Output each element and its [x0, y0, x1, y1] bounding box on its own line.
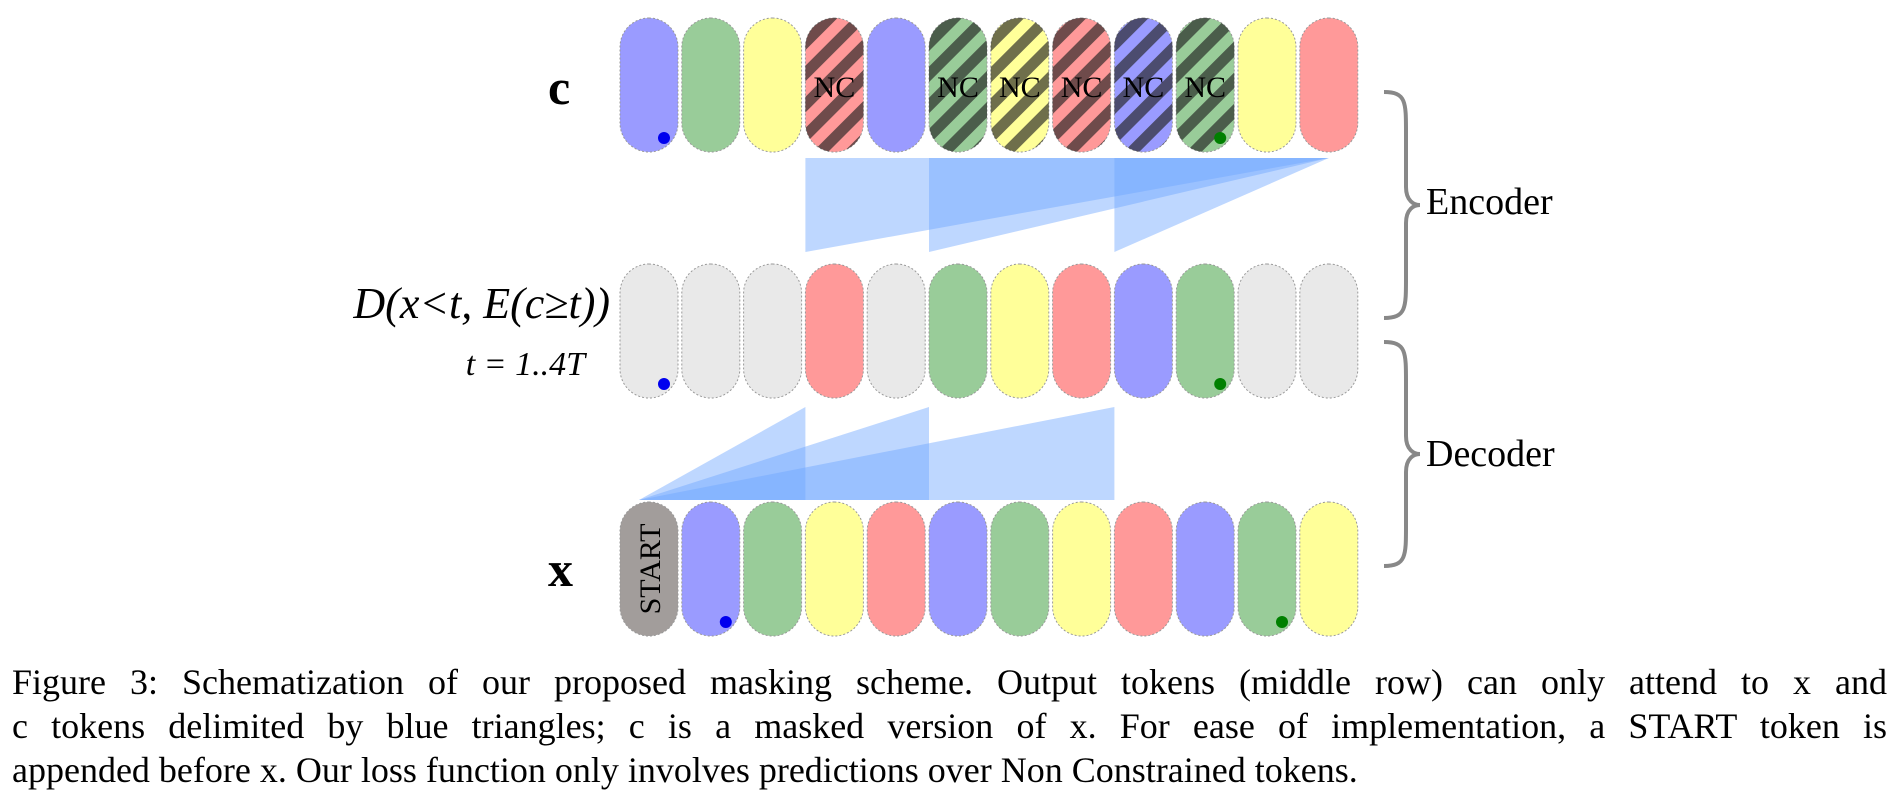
token-x-5 [928, 501, 988, 637]
nc-label: NC [1184, 71, 1226, 104]
marker-dot [719, 616, 732, 628]
marker-dot [1214, 132, 1227, 144]
encoder-attention-triangle [1114, 158, 1329, 252]
row-label-decoder-output: D(x<t, E(c≥t)) [353, 279, 610, 328]
token-c-5: NC [928, 17, 988, 153]
token-c-9: NC [1175, 17, 1235, 153]
token-c-10 [1237, 17, 1297, 153]
encoder-label: Encoder [1426, 181, 1553, 223]
decoder-attention-triangle [639, 407, 929, 500]
token-x-8 [1113, 501, 1173, 637]
token-d-3 [804, 263, 864, 399]
token-d-6 [990, 263, 1050, 399]
token-d-4 [866, 263, 926, 399]
row-label-x: x [548, 541, 573, 597]
row-label-c: c [548, 59, 571, 115]
token-d-7 [1052, 263, 1112, 399]
nc-label: NC [1123, 71, 1165, 104]
token-x-11 [1299, 501, 1359, 637]
token-c-8: NC [1113, 17, 1173, 153]
masking-scheme-diagram: NC NC NC NC NC NC START [619, 17, 1421, 637]
token-d-11 [1299, 263, 1359, 399]
token-d-2 [743, 263, 803, 399]
marker-dot [658, 132, 670, 144]
decoder-label: Decoder [1426, 433, 1555, 475]
decoder-attention-triangle [639, 407, 1115, 500]
token-d-8 [1113, 263, 1173, 399]
braces [1383, 90, 1421, 568]
token-c-0 [619, 17, 679, 153]
attention-triangles [639, 158, 1329, 500]
start-label: START [634, 524, 667, 615]
token-c-11 [1299, 17, 1359, 153]
marker-dot [658, 378, 670, 390]
figure: NC NC NC NC NC NC START c x D(x<t, E(c≥t)) t =… [353, 17, 1555, 637]
token-x-0: START [619, 501, 679, 637]
nc-label: NC [1061, 71, 1103, 104]
token-c-1 [681, 17, 741, 153]
token-c-2 [743, 17, 803, 153]
token-d-0 [619, 263, 679, 399]
token-x-6 [990, 501, 1050, 637]
token-d-10 [1237, 263, 1297, 399]
nc-label: NC [814, 71, 856, 104]
token-d-5 [928, 263, 988, 399]
nc-label: NC [937, 71, 979, 104]
token-c-4 [866, 17, 926, 153]
token-c-3: NC [804, 17, 864, 153]
token-c-7: NC [1052, 17, 1112, 153]
nc-label: NC [999, 71, 1041, 104]
row-label-time-range: t = 1..4T [465, 346, 585, 383]
token-d-9 [1175, 263, 1235, 399]
token-x-9 [1175, 501, 1235, 637]
token-x-10 [1237, 501, 1297, 637]
token-rows: NC NC NC NC NC NC START [619, 17, 1359, 637]
token-x-2 [743, 501, 803, 637]
token-x-1 [681, 501, 741, 637]
figure-caption: Figure 3: Schematization of our proposed… [12, 660, 1887, 792]
encoder-attention-triangle [929, 158, 1329, 252]
brace [1383, 340, 1421, 568]
marker-dot [1276, 616, 1288, 628]
caption-line-3: appended before x. Our loss function onl… [12, 750, 1358, 790]
token-c-6: NC [990, 17, 1050, 153]
decoder-attention-triangle [639, 407, 806, 500]
token-d-1 [681, 263, 741, 399]
caption-line-1: Figure 3: Schematization of our proposed… [12, 662, 1887, 702]
encoder-attention-triangle [805, 158, 1329, 252]
token-x-4 [866, 501, 926, 637]
caption-line-2: c tokens delimited by blue triangles; c … [12, 706, 1887, 746]
token-x-3 [804, 501, 864, 637]
token-x-7 [1052, 501, 1112, 637]
marker-dot [1214, 378, 1227, 390]
brace [1383, 90, 1421, 320]
